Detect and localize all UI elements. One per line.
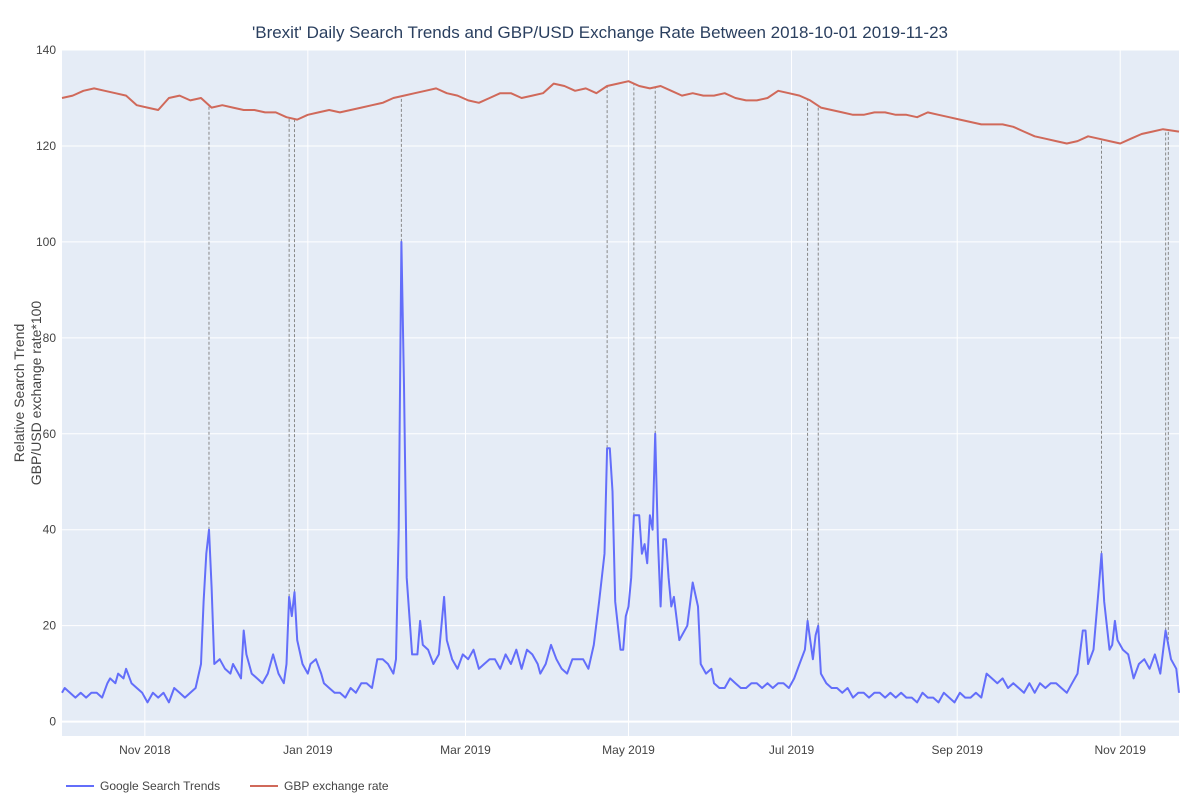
y-tick-label: 100 xyxy=(36,235,56,249)
x-tick-label: May 2019 xyxy=(602,743,655,757)
x-tick-label: Jul 2019 xyxy=(769,743,815,757)
y-axis-label-line2: GBP/USD exchange rate*100 xyxy=(28,301,44,486)
y-tick-label: 80 xyxy=(43,331,57,345)
x-tick-label: Nov 2019 xyxy=(1095,743,1147,757)
plot-background xyxy=(62,50,1179,736)
y-tick-label: 60 xyxy=(43,427,57,441)
legend[interactable]: Google Search Trends GBP exchange rate xyxy=(66,779,389,793)
legend-label-search: Google Search Trends xyxy=(100,779,220,793)
y-tick-label: 0 xyxy=(49,715,56,729)
y-tick-label: 120 xyxy=(36,139,56,153)
chart-title: 'Brexit' Daily Search Trends and GBP/USD… xyxy=(252,23,948,42)
x-tick-labels: Nov 2018 Jan 2019 Mar 2019 May 2019 Jul 2019… xyxy=(119,743,1146,757)
series-line-search-trends xyxy=(61,240,1180,704)
series-line-gbp-rate xyxy=(61,80,1180,145)
legend-item-gbp[interactable]: GBP exchange rate xyxy=(250,779,389,793)
y-tick-label: 40 xyxy=(43,523,57,537)
event-lines-layer xyxy=(208,83,1169,645)
series-layer xyxy=(61,80,1180,704)
x-tick-label: Jan 2019 xyxy=(283,743,333,757)
y-tick-label: 20 xyxy=(43,619,57,633)
x-tick-label: Mar 2019 xyxy=(440,743,491,757)
legend-item-search[interactable]: Google Search Trends xyxy=(66,779,220,793)
title-group: 'Brexit' Daily Search Trends and GBP/USD… xyxy=(252,23,948,42)
y-tick-label: 140 xyxy=(36,43,56,57)
y-tick-labels: 0 20 40 60 80 100 120 140 xyxy=(36,43,56,729)
y-axis-label-line1: Relative Search Trend xyxy=(11,324,27,463)
x-tick-label: Sep 2019 xyxy=(932,743,984,757)
y-axis-label-group: Relative Search Trend GBP/USD exchange r… xyxy=(11,301,44,486)
grid-layer xyxy=(62,49,1179,736)
legend-label-gbp: GBP exchange rate xyxy=(284,779,389,793)
x-tick-label: Nov 2018 xyxy=(119,743,171,757)
